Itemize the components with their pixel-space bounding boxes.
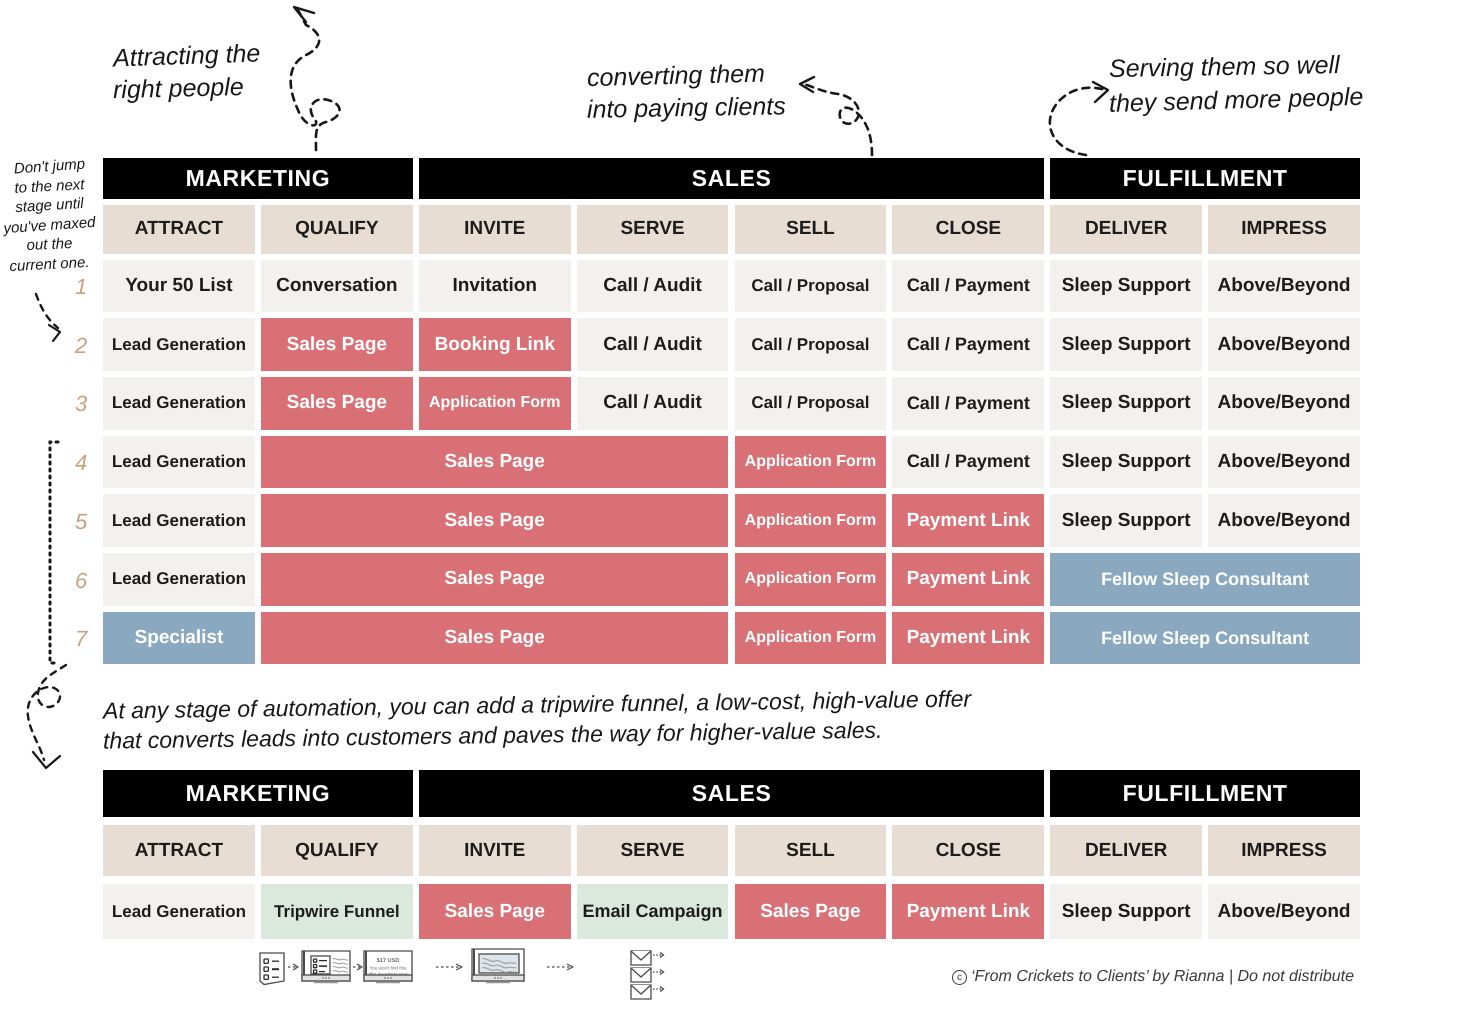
svg-text:You won't find this: You won't find this [370, 966, 407, 971]
svg-text:$17 USD: $17 USD [377, 957, 400, 964]
